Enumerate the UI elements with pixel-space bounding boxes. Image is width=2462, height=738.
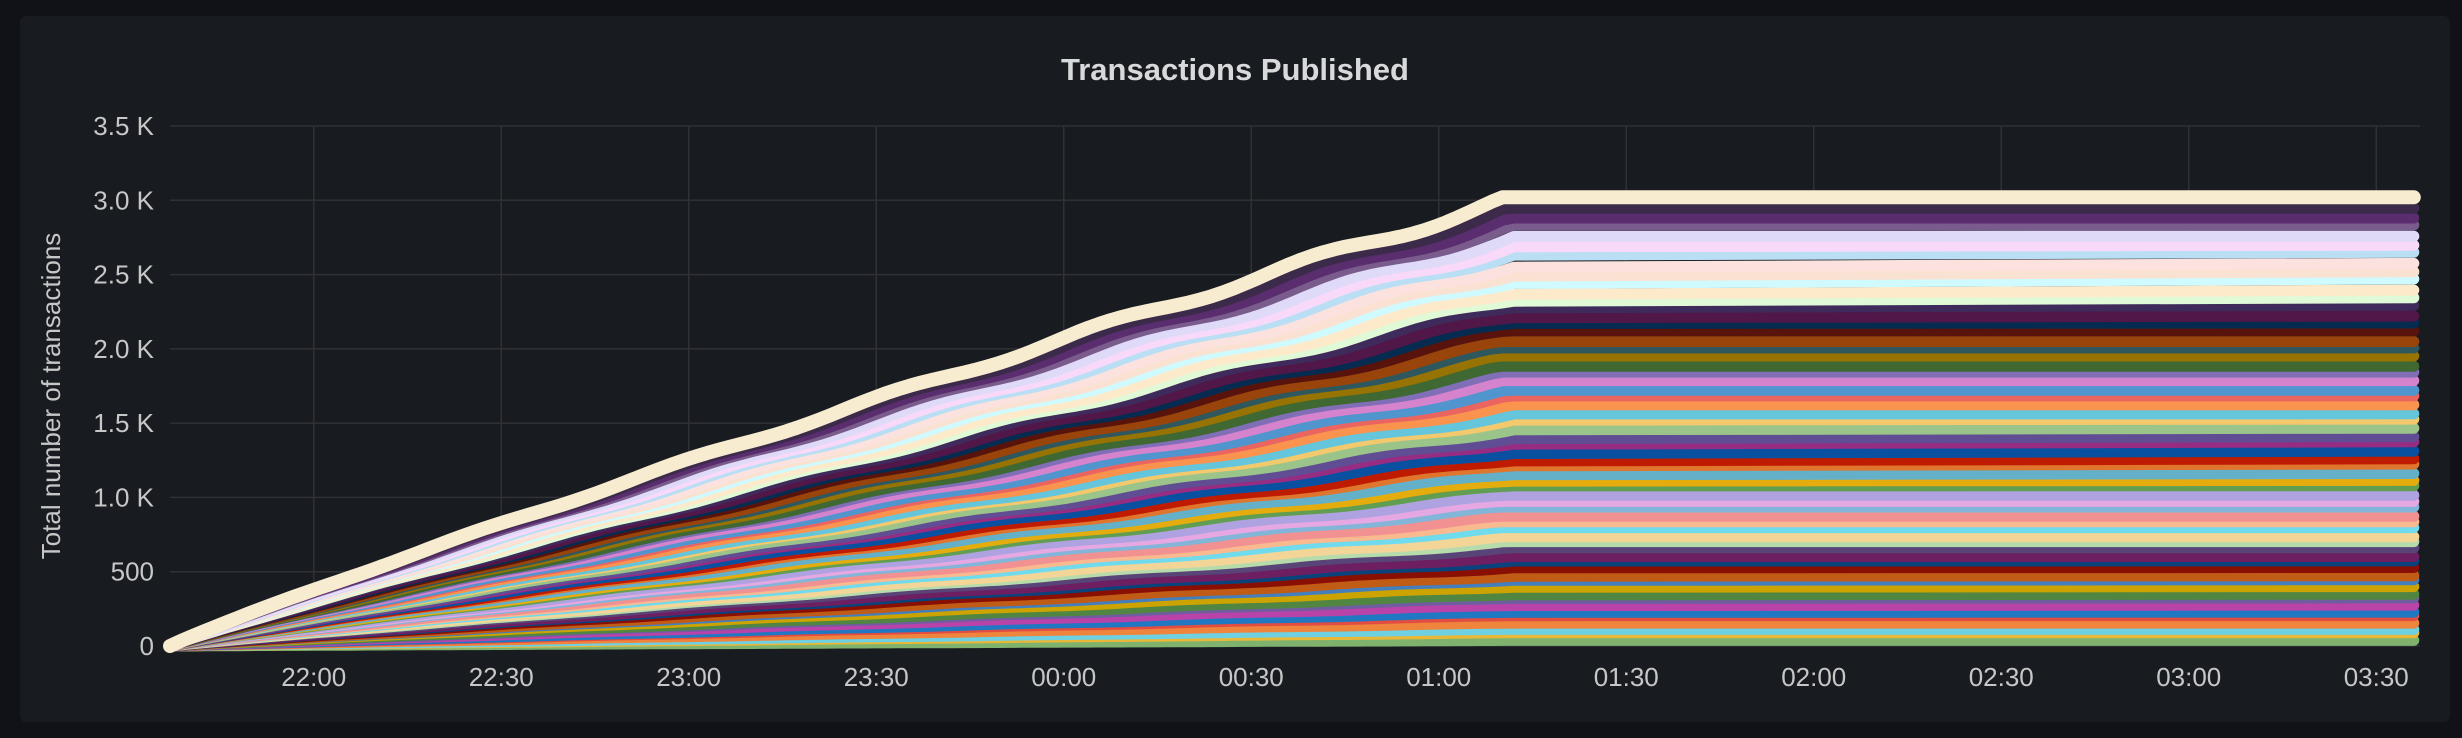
y-axis-label: Total number of transactions: [36, 233, 66, 560]
x-axis: 22:00 22:30 23:00 23:30 00:00 00:30 01:00 01:30…: [281, 662, 2409, 692]
x-tick-label: 03:00: [2156, 662, 2221, 692]
x-tick-label: 02:00: [1781, 662, 1846, 692]
y-tick-label: 3.5 K: [93, 111, 154, 141]
x-tick-label: 01:30: [1594, 662, 1659, 692]
x-tick-label: 00:30: [1219, 662, 1284, 692]
x-tick-label: 22:00: [281, 662, 346, 692]
y-tick-label: 2.0 K: [93, 334, 154, 364]
x-tick-label: 03:30: [2344, 662, 2409, 692]
chart-panel: Transactions Published 0 500 1.0 K 1.5 K 2.0…: [20, 16, 2450, 722]
y-axis: 0 500 1.0 K 1.5 K 2.0 K 2.5 K 3.0 K 3.5 K: [93, 111, 154, 661]
x-tick-label: 01:00: [1406, 662, 1471, 692]
y-tick-label: 3.0 K: [93, 185, 154, 215]
x-tick-label: 22:30: [469, 662, 534, 692]
y-tick-label: 500: [111, 557, 154, 587]
y-tick-label: 0: [140, 631, 154, 661]
y-tick-label: 2.5 K: [93, 260, 154, 290]
y-tick-label: 1.0 K: [93, 482, 154, 512]
x-tick-label: 23:00: [656, 662, 721, 692]
x-tick-label: 00:00: [1031, 662, 1096, 692]
series-group: [170, 197, 2414, 646]
y-tick-label: 1.5 K: [93, 408, 154, 438]
x-tick-label: 23:30: [844, 662, 909, 692]
x-tick-label: 02:30: [1969, 662, 2034, 692]
